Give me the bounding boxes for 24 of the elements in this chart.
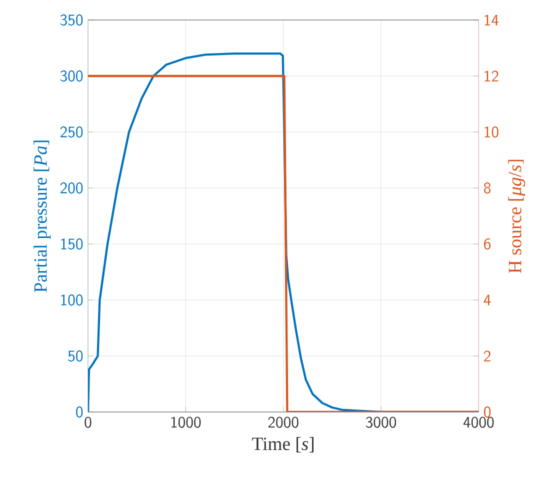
y-tick-label: 50 xyxy=(68,350,83,362)
x-tick-label: 3000 xyxy=(366,416,396,428)
y2-tick-label: 10 xyxy=(484,126,498,138)
y2-tick-label: 4 xyxy=(484,294,491,306)
y-tick-label: 250 xyxy=(60,126,83,138)
x-tick-label: 4000 xyxy=(463,416,494,428)
y2-axis-title: H source [μg/s] xyxy=(508,160,526,274)
y2-tick-label: 8 xyxy=(484,182,491,194)
y2-tick-label: 12 xyxy=(484,70,498,82)
y-tick-label: 0 xyxy=(76,406,83,418)
x-tick-label: 2000 xyxy=(268,416,298,428)
y-tick-label: 350 xyxy=(60,14,83,26)
y-tick-label: 100 xyxy=(61,294,83,306)
y-tick-label: 200 xyxy=(60,182,83,194)
y2-tick-label: 2 xyxy=(484,350,490,362)
y-tick-label: 300 xyxy=(60,70,83,82)
y2-tick-label: 6 xyxy=(484,238,491,250)
x-tick-label: 0 xyxy=(84,416,92,428)
y-tick-label: 150 xyxy=(61,238,83,250)
x-tick-label: 1000 xyxy=(171,416,201,428)
y2-tick-label: 14 xyxy=(484,14,499,26)
y-axis-title: Partial pressure [Pa] xyxy=(34,140,51,292)
x-axis-title: Time [s] xyxy=(252,437,314,452)
y2-tick-label: 0 xyxy=(484,406,491,418)
